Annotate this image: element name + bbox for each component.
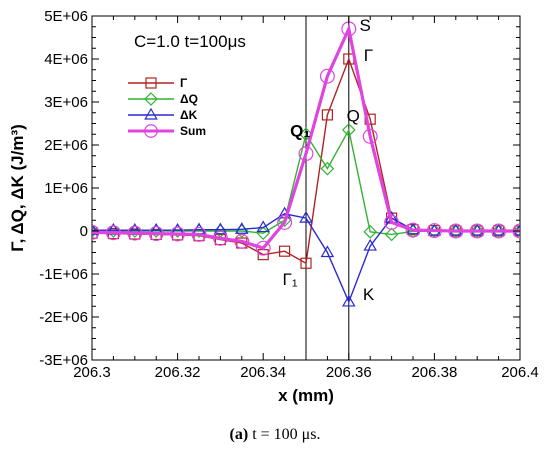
data-point bbox=[277, 214, 293, 230]
legend: Γ ΔQ ΔK Sum bbox=[128, 76, 206, 138]
series-3 bbox=[92, 21, 520, 256]
x-tick-label: 206.36 bbox=[326, 364, 372, 381]
x-tick-label: 206.38 bbox=[411, 364, 457, 381]
data-point bbox=[513, 224, 520, 238]
data-point bbox=[362, 128, 378, 144]
data-point bbox=[105, 225, 121, 241]
data-point bbox=[448, 224, 463, 238]
x-tick-label: 206.3 bbox=[73, 364, 111, 381]
data-point bbox=[299, 127, 313, 142]
data-point bbox=[212, 230, 228, 246]
data-point bbox=[469, 223, 485, 239]
chart-svg: 206.3 206.32 206.34 206.36 206.38 206.4 -3E+06… bbox=[8, 8, 539, 405]
x-tick-label: 206.34 bbox=[240, 364, 286, 381]
data-point bbox=[298, 146, 314, 162]
data-point bbox=[127, 225, 143, 241]
data-point bbox=[170, 226, 186, 242]
data-point bbox=[470, 224, 485, 238]
y-tick-label: -1E+06 bbox=[39, 266, 88, 283]
y-tick-label: 1E+06 bbox=[44, 180, 88, 197]
data-point bbox=[448, 223, 464, 239]
legend-item-1: ΔQ bbox=[128, 92, 198, 106]
data-point bbox=[235, 222, 249, 234]
y-tick-label: -3E+06 bbox=[39, 352, 88, 369]
data-point bbox=[426, 223, 442, 239]
data-point bbox=[491, 224, 506, 238]
caption-label: (a) bbox=[229, 426, 249, 443]
annotation-label: S bbox=[360, 16, 371, 35]
legend-label: ΔK bbox=[180, 108, 198, 122]
legend-marker bbox=[144, 92, 158, 106]
data-point bbox=[341, 123, 356, 137]
annotation-label: Γ₁ bbox=[282, 270, 297, 289]
data-point bbox=[255, 240, 271, 256]
data-point bbox=[405, 222, 421, 238]
data-point bbox=[321, 109, 333, 121]
data-point bbox=[92, 222, 99, 235]
legend-item-2: ΔK bbox=[128, 107, 198, 122]
data-point bbox=[363, 238, 377, 251]
data-point bbox=[256, 220, 270, 233]
data-point bbox=[363, 225, 378, 239]
annotations: SΓ Q Q₁ Γ₁ K bbox=[282, 16, 374, 304]
data-point bbox=[213, 222, 228, 235]
x-axis-label: x (mm) bbox=[278, 386, 334, 405]
data-point bbox=[319, 68, 335, 84]
legend-item-0: Γ bbox=[128, 76, 188, 90]
figure-caption: (a) t = 100 μs. bbox=[0, 426, 550, 444]
legend-label: Γ bbox=[180, 76, 188, 90]
data-point bbox=[106, 224, 121, 238]
annotation-label: Q bbox=[347, 106, 360, 125]
y-tick-label: -2E+06 bbox=[39, 309, 88, 326]
legend-marker bbox=[144, 107, 158, 120]
data-point bbox=[491, 223, 507, 239]
legend-label: ΔQ bbox=[180, 92, 198, 106]
data-point bbox=[127, 224, 142, 238]
data-point bbox=[342, 294, 356, 307]
data-point bbox=[320, 245, 335, 258]
y-tick-label: 3E+06 bbox=[44, 94, 88, 111]
data-point bbox=[279, 245, 291, 257]
data-point bbox=[92, 224, 100, 240]
axis-ticks: 206.3 206.32 206.34 206.36 206.38 206.4 -3E+06… bbox=[39, 8, 539, 381]
annotation-label: Q₁ bbox=[290, 121, 310, 140]
data-point bbox=[92, 224, 99, 238]
data-point bbox=[148, 226, 164, 242]
x-tick-label: 206.4 bbox=[501, 364, 539, 381]
caption-text: t = 100 μs. bbox=[248, 426, 321, 443]
legend-marker bbox=[145, 77, 157, 89]
y-axis-label: Γ, ΔQ, ΔK (J/m³) bbox=[8, 124, 27, 252]
data-point bbox=[320, 161, 335, 176]
annotation-label: K bbox=[363, 285, 375, 304]
legend-item-3: Sum bbox=[128, 124, 206, 138]
legend-marker bbox=[144, 124, 158, 138]
y-tick-label: 5E+06 bbox=[44, 8, 88, 25]
y-tick-label: 2E+06 bbox=[44, 137, 88, 154]
chart-title: C=1.0 t=100μs bbox=[134, 32, 246, 51]
y-tick-label: 4E+06 bbox=[44, 51, 88, 68]
data-point bbox=[191, 226, 207, 242]
data-point bbox=[234, 233, 250, 249]
data-point bbox=[149, 224, 164, 238]
x-tick-label: 206.32 bbox=[155, 364, 201, 381]
legend-label: Sum bbox=[180, 124, 206, 138]
annotation-label: Γ bbox=[364, 46, 373, 65]
series-layer bbox=[92, 21, 520, 307]
y-tick-label: 0 bbox=[80, 223, 88, 240]
data-point bbox=[300, 257, 312, 269]
data-point bbox=[384, 214, 400, 230]
data-point bbox=[299, 210, 313, 223]
data-point bbox=[384, 227, 399, 242]
